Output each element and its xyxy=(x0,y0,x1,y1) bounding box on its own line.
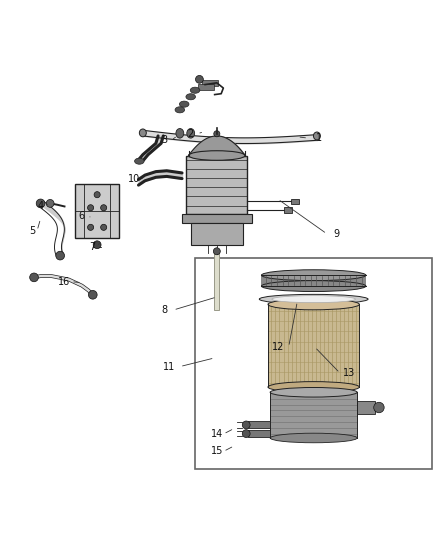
Ellipse shape xyxy=(270,387,357,397)
Ellipse shape xyxy=(259,294,368,304)
Bar xyxy=(357,401,374,414)
Ellipse shape xyxy=(175,107,185,113)
Text: 3: 3 xyxy=(162,135,168,146)
Circle shape xyxy=(88,205,94,211)
Text: 16: 16 xyxy=(58,277,71,287)
Text: 4: 4 xyxy=(38,200,44,211)
Bar xyxy=(248,422,270,429)
Ellipse shape xyxy=(187,128,194,138)
Text: 15: 15 xyxy=(211,447,223,456)
Text: 6: 6 xyxy=(79,212,85,221)
Bar xyxy=(270,392,357,438)
Ellipse shape xyxy=(190,87,200,93)
Bar xyxy=(202,80,218,86)
Circle shape xyxy=(101,224,107,230)
Text: 13: 13 xyxy=(343,368,356,378)
Ellipse shape xyxy=(180,101,189,107)
Circle shape xyxy=(36,199,45,208)
Circle shape xyxy=(213,248,220,255)
Text: 12: 12 xyxy=(272,342,284,352)
Text: 14: 14 xyxy=(211,429,223,439)
Bar xyxy=(186,156,247,214)
Circle shape xyxy=(46,199,54,207)
Bar xyxy=(268,304,359,387)
Circle shape xyxy=(94,192,100,198)
Circle shape xyxy=(30,273,39,282)
Bar xyxy=(182,214,252,223)
Text: 9: 9 xyxy=(333,229,339,239)
Bar xyxy=(261,275,366,286)
Text: 1: 1 xyxy=(316,133,322,143)
Circle shape xyxy=(195,76,203,83)
Ellipse shape xyxy=(272,296,356,303)
Text: 7: 7 xyxy=(90,242,96,252)
Circle shape xyxy=(101,205,107,211)
Circle shape xyxy=(88,290,97,299)
Ellipse shape xyxy=(268,382,359,392)
Circle shape xyxy=(374,402,384,413)
Circle shape xyxy=(214,131,220,137)
Bar xyxy=(75,184,119,238)
Circle shape xyxy=(242,421,250,429)
Ellipse shape xyxy=(261,270,366,281)
Ellipse shape xyxy=(314,132,321,140)
Bar xyxy=(195,258,432,469)
Bar xyxy=(291,199,299,204)
Circle shape xyxy=(93,241,101,249)
Ellipse shape xyxy=(261,281,366,292)
Text: 8: 8 xyxy=(162,305,168,315)
Circle shape xyxy=(56,251,64,260)
Ellipse shape xyxy=(270,433,357,443)
Text: 11: 11 xyxy=(163,361,175,372)
Ellipse shape xyxy=(186,94,195,100)
Bar xyxy=(214,254,219,310)
Ellipse shape xyxy=(134,158,144,164)
Text: 10: 10 xyxy=(128,174,140,184)
Ellipse shape xyxy=(176,128,184,138)
Bar xyxy=(191,223,243,245)
Bar xyxy=(198,84,214,90)
Ellipse shape xyxy=(268,299,359,310)
Circle shape xyxy=(88,224,94,230)
Ellipse shape xyxy=(139,129,146,137)
Ellipse shape xyxy=(188,151,245,160)
Circle shape xyxy=(242,430,250,438)
Text: 5: 5 xyxy=(29,226,35,236)
Bar xyxy=(284,207,292,213)
Bar xyxy=(248,430,270,437)
Text: 2: 2 xyxy=(187,129,194,139)
